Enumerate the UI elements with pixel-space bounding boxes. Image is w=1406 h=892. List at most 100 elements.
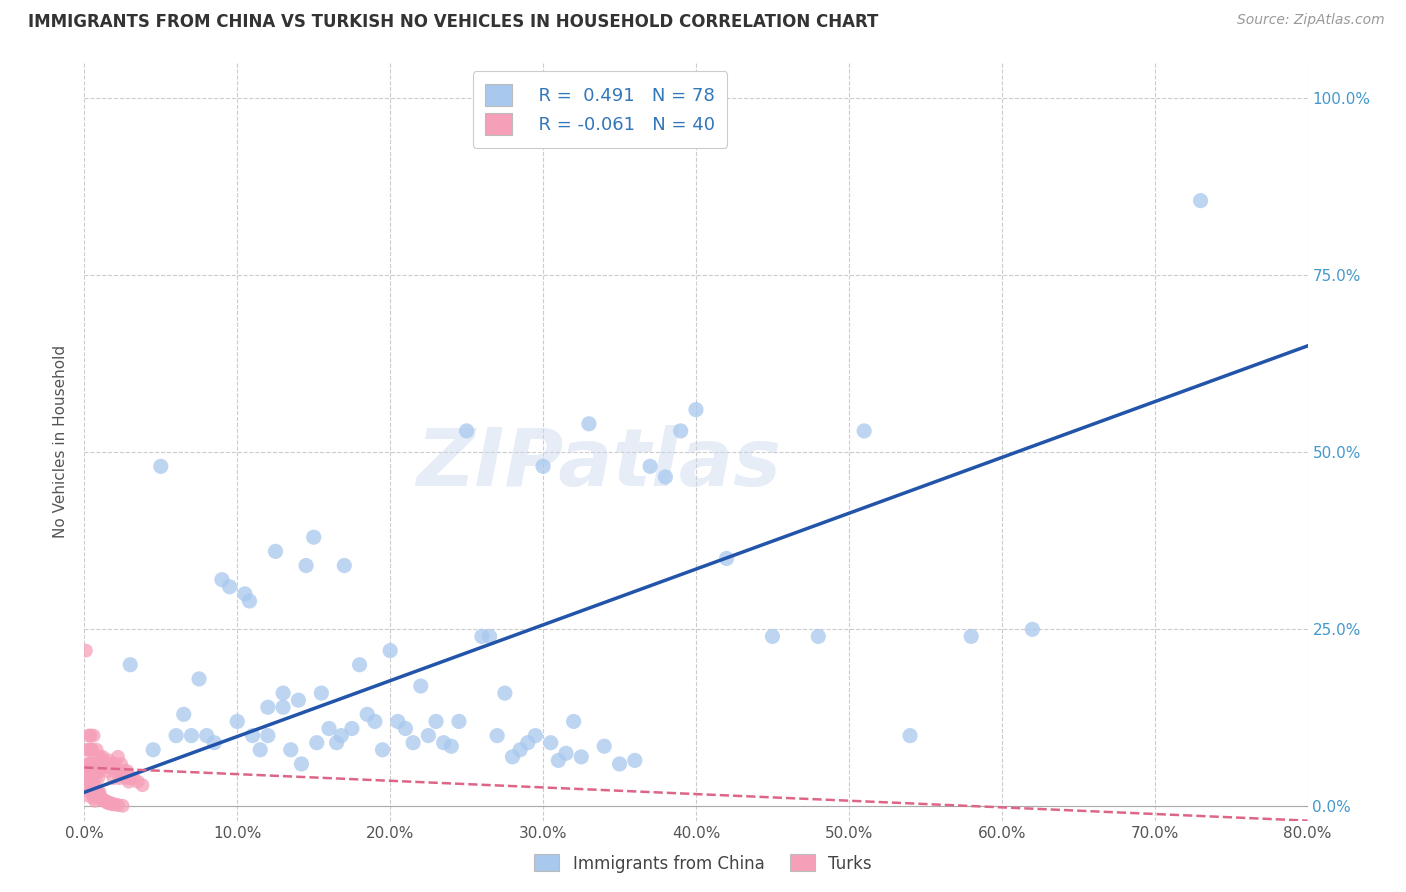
Point xyxy=(433,736,456,750)
Legend: Immigrants from China, Turks: Immigrants from China, Turks xyxy=(527,847,879,880)
Legend:   R =  0.491   N = 78,   R = -0.061   N = 40: R = 0.491 N = 78, R = -0.061 N = 40 xyxy=(472,71,727,148)
Point xyxy=(91,750,114,764)
Point xyxy=(371,743,394,757)
Point xyxy=(524,729,547,743)
Point xyxy=(425,714,447,729)
Point xyxy=(86,789,108,803)
Point xyxy=(180,729,202,743)
Point xyxy=(202,736,225,750)
Point xyxy=(75,643,97,657)
Point xyxy=(93,794,115,808)
Point xyxy=(531,459,554,474)
Point xyxy=(84,794,107,808)
Point xyxy=(86,764,108,778)
Point xyxy=(96,764,118,778)
Point xyxy=(108,771,131,785)
Point xyxy=(90,753,112,767)
Point xyxy=(86,785,108,799)
Point xyxy=(593,739,616,754)
Point xyxy=(142,743,165,757)
Point xyxy=(97,796,120,810)
Point xyxy=(380,643,402,657)
Point xyxy=(242,729,264,743)
Point xyxy=(111,767,134,781)
Point xyxy=(79,781,101,796)
Point xyxy=(104,756,127,771)
Point xyxy=(226,714,249,729)
Point xyxy=(76,764,98,778)
Point xyxy=(76,743,98,757)
Point xyxy=(418,729,440,743)
Point xyxy=(77,771,100,785)
Point xyxy=(264,544,287,558)
Point xyxy=(233,587,256,601)
Point xyxy=(340,722,363,736)
Point xyxy=(89,750,111,764)
Point xyxy=(105,764,128,778)
Point xyxy=(685,402,707,417)
Point xyxy=(77,743,100,757)
Point xyxy=(409,679,432,693)
Point xyxy=(104,797,127,812)
Point xyxy=(77,756,100,771)
Y-axis label: No Vehicles in Household: No Vehicles in Household xyxy=(53,345,69,538)
Point xyxy=(218,580,240,594)
Point xyxy=(364,714,387,729)
Point xyxy=(716,551,738,566)
Point xyxy=(97,753,120,767)
Point xyxy=(80,743,103,757)
Point xyxy=(120,771,142,785)
Point xyxy=(502,750,524,764)
Point xyxy=(90,792,112,806)
Point xyxy=(110,756,132,771)
Point xyxy=(325,736,347,750)
Point xyxy=(76,778,98,792)
Point xyxy=(562,714,585,729)
Text: ZIPatlas: ZIPatlas xyxy=(416,425,780,503)
Point xyxy=(101,797,124,812)
Point xyxy=(101,756,124,771)
Point xyxy=(115,764,138,778)
Point xyxy=(898,729,921,743)
Point xyxy=(80,771,103,785)
Point xyxy=(287,693,309,707)
Text: IMMIGRANTS FROM CHINA VS TURKISH NO VEHICLES IN HOUSEHOLD CORRELATION CHART: IMMIGRANTS FROM CHINA VS TURKISH NO VEHI… xyxy=(28,13,879,31)
Point xyxy=(165,729,187,743)
Point xyxy=(84,781,107,796)
Point xyxy=(84,771,107,785)
Point xyxy=(77,789,100,803)
Point xyxy=(578,417,600,431)
Point xyxy=(98,760,121,774)
Point xyxy=(98,796,121,810)
Point xyxy=(79,764,101,778)
Point xyxy=(94,756,117,771)
Point xyxy=(87,785,110,799)
Point xyxy=(89,785,111,799)
Point xyxy=(669,424,692,438)
Point xyxy=(80,743,103,757)
Point xyxy=(114,771,136,785)
Point xyxy=(83,791,105,805)
Point xyxy=(84,756,107,771)
Point xyxy=(302,530,325,544)
Point xyxy=(89,789,111,803)
Point xyxy=(295,558,318,573)
Point xyxy=(238,594,260,608)
Point xyxy=(494,686,516,700)
Point xyxy=(96,796,118,810)
Point xyxy=(127,774,149,789)
Point xyxy=(516,736,538,750)
Point xyxy=(540,736,562,750)
Point xyxy=(330,729,353,743)
Point xyxy=(807,629,830,643)
Point xyxy=(86,743,108,757)
Point xyxy=(1189,194,1212,208)
Point xyxy=(486,729,509,743)
Point xyxy=(111,798,134,813)
Point xyxy=(93,760,115,774)
Point xyxy=(305,736,328,750)
Point xyxy=(271,700,294,714)
Point xyxy=(853,424,876,438)
Point xyxy=(79,743,101,757)
Point xyxy=(356,707,378,722)
